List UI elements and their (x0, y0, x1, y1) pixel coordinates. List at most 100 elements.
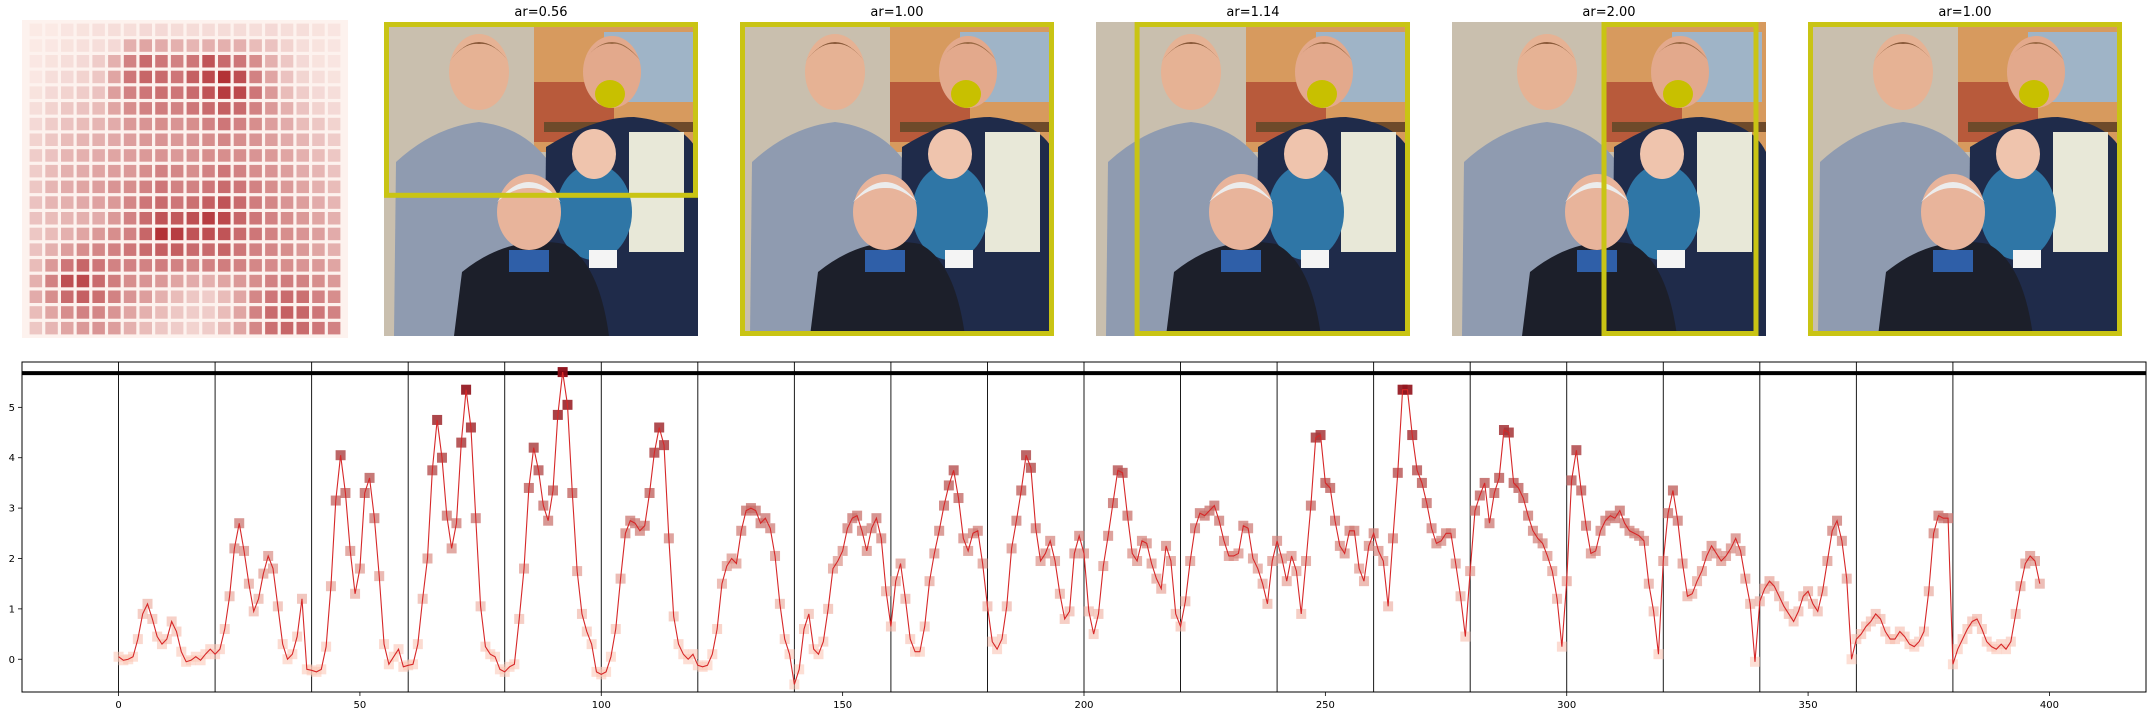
heatmap-cell (249, 227, 262, 241)
heatmap-cell (327, 39, 341, 52)
heatmap-cell (139, 70, 152, 84)
heatmap-cell (61, 117, 74, 131)
heatmap-cell (76, 321, 90, 335)
heatmap-cell (233, 306, 247, 319)
heatmap-cell (108, 23, 121, 37)
heatmap-cell (170, 102, 184, 115)
heatmap-cell (296, 321, 309, 335)
heatmap-cell (155, 164, 168, 178)
heatmap-cell (233, 55, 247, 68)
heatmap-cell (186, 133, 200, 146)
heatmap-cell (61, 321, 74, 335)
heatmap-cell (312, 55, 325, 68)
heatmap-cell (61, 23, 74, 37)
heatmap-cell (312, 259, 325, 272)
heatmap-cell (327, 227, 341, 241)
heatmap-cell (186, 180, 200, 194)
heatmap-cell (233, 70, 247, 84)
heatmap-cell (202, 306, 215, 319)
heatmap-cell (139, 243, 152, 256)
heatmap-cell (76, 306, 90, 319)
heatmap-cell (218, 117, 231, 131)
series-group (113, 367, 2045, 690)
heatmap-cell (202, 39, 215, 52)
x-tick-label: 50 (354, 700, 367, 711)
heatmap-cell (265, 196, 278, 209)
heatmap-cell (186, 117, 200, 131)
heatmap-cell (233, 212, 247, 225)
y-tick-label: 4 (9, 453, 15, 464)
heatmap-cell (202, 196, 215, 209)
heatmap-cell (170, 274, 184, 288)
heatmap-cell (280, 180, 294, 194)
heatmap-cell (155, 55, 168, 68)
heatmap-cell (139, 23, 152, 37)
heatmap-cell (186, 39, 200, 52)
crop-box (740, 22, 1054, 336)
heatmap-cell (170, 196, 184, 209)
heatmap-cell (327, 196, 341, 209)
series-line (118, 371, 2041, 685)
heatmap-cell (249, 86, 262, 99)
heatmap-cell (280, 133, 294, 146)
heatmap-cell (186, 55, 200, 68)
heatmap-cell (296, 290, 309, 303)
heatmap-cell (327, 212, 341, 225)
heatmap-cell (92, 212, 105, 225)
heatmap-cell (76, 149, 90, 162)
heatmap-cell (233, 227, 247, 241)
heatmap-cell (249, 39, 262, 52)
heatmap-cell (327, 149, 341, 162)
heatmap-cell (170, 39, 184, 52)
heatmap-cell (108, 212, 121, 225)
heatmap-cell (29, 180, 43, 194)
heatmap-cell (202, 321, 215, 335)
heatmap-cell (312, 102, 325, 115)
heatmap-cell (29, 243, 43, 256)
heatmap-cell (123, 227, 137, 241)
heatmap-cell (155, 227, 168, 241)
heatmap-cell (280, 306, 294, 319)
heatmap-cell (327, 117, 341, 131)
heatmap-cell (139, 39, 152, 52)
heatmap-cell (76, 86, 90, 99)
heatmap-cell (76, 102, 90, 115)
heatmap-cell (327, 274, 341, 288)
heatmap-cell (155, 306, 168, 319)
heatmap-cell (139, 180, 152, 194)
heatmap-cell (139, 227, 152, 241)
heatmap-cell (265, 243, 278, 256)
heatmap-cell (29, 290, 43, 303)
heatmap-cell (139, 86, 152, 99)
x-tick-label: 300 (1557, 700, 1576, 711)
heatmap-cell (45, 321, 58, 335)
heatmap-cell (233, 149, 247, 162)
heatmap-cell (233, 86, 247, 99)
heatmap-cell (218, 227, 231, 241)
heatmap-cell (233, 164, 247, 178)
heatmap-cell (45, 133, 58, 146)
heatmap-cell (108, 321, 121, 335)
heatmap-cell (45, 243, 58, 256)
heatmap-cell (170, 55, 184, 68)
x-axis-ticks: 0 50 100 150 200 250 300 350 400 (115, 692, 2059, 711)
heatmap-cell (76, 180, 90, 194)
heatmap-cell (327, 306, 341, 319)
heatmap-cell (312, 196, 325, 209)
heatmap-cell (155, 39, 168, 52)
heatmap-cell (186, 321, 200, 335)
heatmap-cell (202, 290, 215, 303)
heatmap-cell (265, 55, 278, 68)
heatmap-cell (170, 180, 184, 194)
heatmap-cell (92, 149, 105, 162)
heatmap-cell (123, 196, 137, 209)
heatmap-cell (327, 86, 341, 99)
heatmap-cell (233, 290, 247, 303)
heatmap-cell (233, 321, 247, 335)
heatmap-cell (186, 70, 200, 84)
heatmap-cell (296, 117, 309, 131)
heatmap-cell (249, 55, 262, 68)
heatmap-cell (61, 70, 74, 84)
y-axis-ticks: 0 1 2 3 4 5 (9, 403, 22, 666)
heatmap-cell (296, 227, 309, 241)
